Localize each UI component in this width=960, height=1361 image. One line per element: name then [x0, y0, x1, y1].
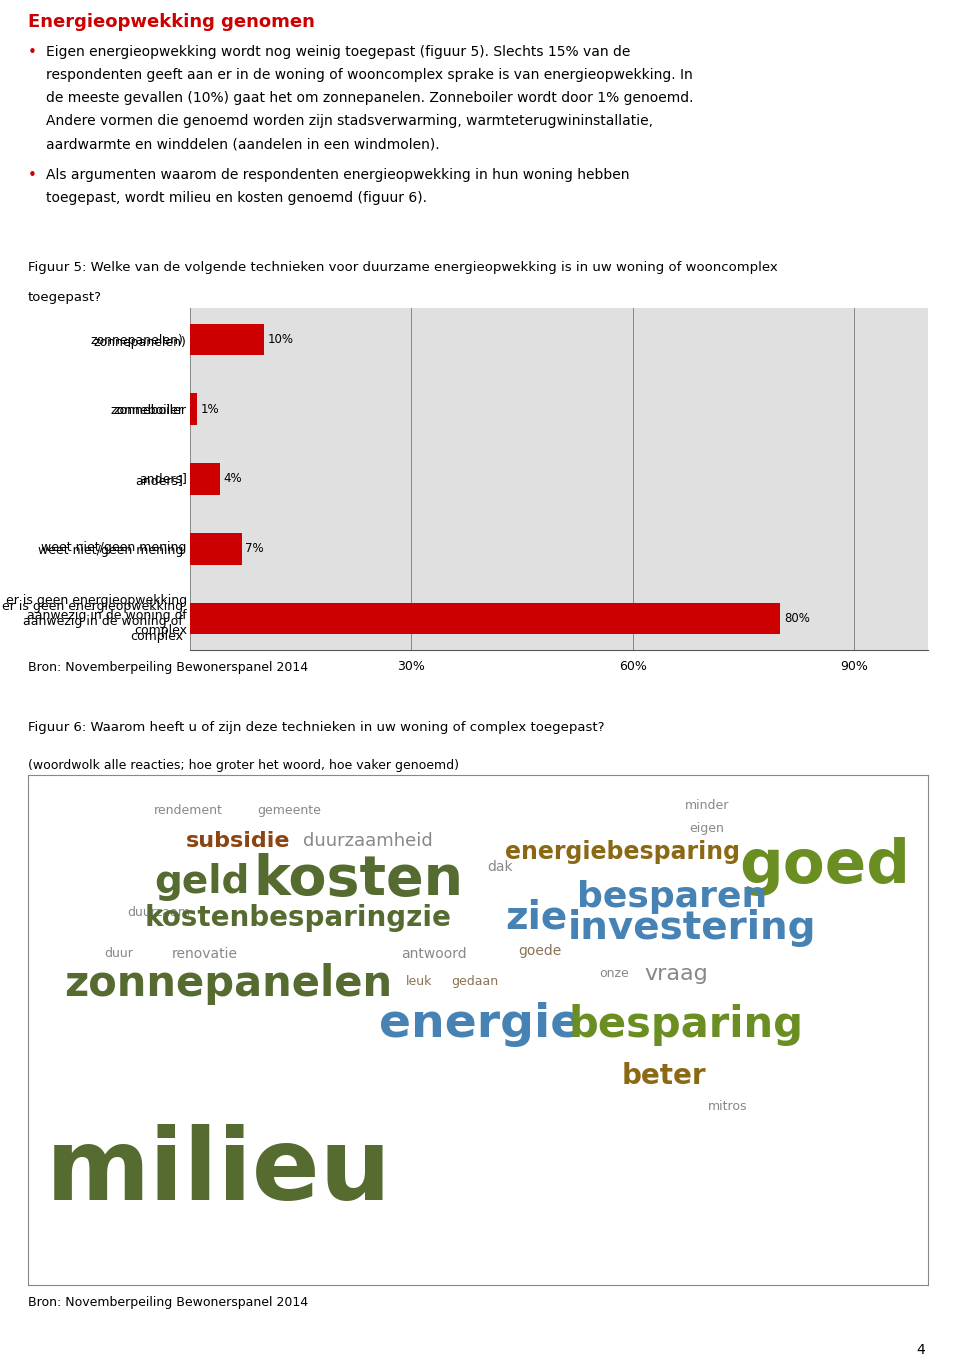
Text: zie: zie [505, 898, 567, 936]
Text: antwoord: antwoord [401, 946, 468, 961]
Bar [190, 534, 242, 565]
Text: dak: dak [487, 860, 513, 874]
Text: onze: onze [599, 968, 629, 980]
Text: duurzaam: duurzaam [127, 906, 190, 919]
Text: Figuur 5: Welke van de volgende technieken voor duurzame energieopwekking is in : Figuur 5: Welke van de volgende techniek… [28, 260, 778, 274]
Text: Eigen energieopwekking wordt nog weinig toegepast (figuur 5). Slechts 15% van de: Eigen energieopwekking wordt nog weinig … [46, 45, 631, 59]
Text: toegepast?: toegepast? [28, 290, 102, 304]
Text: zonneboiler: zonneboiler [114, 404, 187, 416]
Text: er is geen energieopwekking
aanwezig in de woning of
complex: er is geen energieopwekking aanwezig in … [6, 595, 187, 637]
Text: kostenbesparingzie: kostenbesparingzie [145, 904, 452, 932]
Text: duur: duur [105, 947, 133, 960]
Text: 1%: 1% [201, 403, 220, 415]
Text: energiebesparing: energiebesparing [505, 840, 740, 863]
Text: Andere vormen die genoemd worden zijn stadsverwarming, warmteterugwininstallatie: Andere vormen die genoemd worden zijn st… [46, 114, 653, 128]
Text: besparing: besparing [568, 1004, 803, 1045]
Text: gemeente: gemeente [257, 804, 322, 817]
Text: •: • [28, 167, 36, 182]
Text: vraag: vraag [644, 964, 708, 984]
Text: de meeste gevallen (10%) gaat het om zonnepanelen. Zonneboiler wordt door 1% gen: de meeste gevallen (10%) gaat het om zon… [46, 91, 693, 105]
Text: zonnepanelen: zonnepanelen [64, 964, 392, 1006]
Text: leuk: leuk [406, 974, 432, 988]
Text: 4%: 4% [224, 472, 242, 486]
Text: minder: minder [685, 799, 730, 813]
Text: energie: energie [379, 1003, 583, 1048]
Text: renovatie: renovatie [172, 946, 238, 961]
Text: mitros: mitros [708, 1100, 747, 1113]
Text: goede: goede [518, 945, 562, 958]
Text: geld: geld [154, 863, 250, 901]
Text: toegepast, wordt milieu en kosten genoemd (figuur 6).: toegepast, wordt milieu en kosten genoem… [46, 191, 427, 206]
Text: gedaan: gedaan [451, 974, 498, 988]
Text: kosten: kosten [253, 852, 463, 906]
Bar [190, 393, 198, 425]
Text: aardwarmte en winddelen (aandelen in een windmolen).: aardwarmte en winddelen (aandelen in een… [46, 137, 440, 151]
Bar [190, 463, 220, 494]
Text: Bron: Novemberpeiling Bewonerspanel 2014: Bron: Novemberpeiling Bewonerspanel 2014 [28, 661, 308, 674]
Text: besparen: besparen [577, 881, 767, 915]
Bar [190, 603, 780, 634]
Text: Bron: Novemberpeiling Bewonerspanel 2014: Bron: Novemberpeiling Bewonerspanel 2014 [28, 1296, 308, 1309]
Text: duurzaamheid: duurzaamheid [302, 833, 432, 851]
Text: eigen: eigen [689, 822, 725, 836]
Text: respondenten geeft aan er in de woning of wooncomplex sprake is van energieopwek: respondenten geeft aan er in de woning o… [46, 68, 693, 82]
Bar [190, 324, 264, 355]
Text: 7%: 7% [246, 543, 264, 555]
Text: goed: goed [739, 837, 910, 897]
Text: (woordwolk alle reacties; hoe groter het woord, hoe vaker genoemd): (woordwolk alle reacties; hoe groter het… [28, 758, 459, 772]
Text: Energieopwekking genomen: Energieopwekking genomen [28, 14, 315, 31]
Text: zonnepanelen): zonnepanelen) [94, 336, 187, 348]
Text: rendement: rendement [154, 804, 223, 817]
Text: 10%: 10% [268, 333, 294, 346]
Text: •: • [28, 45, 36, 60]
Text: weet niet/geen mening: weet niet/geen mening [41, 540, 187, 554]
Text: 80%: 80% [784, 612, 810, 625]
Text: milieu: milieu [46, 1124, 392, 1221]
Text: Als argumenten waarom de respondenten energieopwekking in hun woning hebben: Als argumenten waarom de respondenten en… [46, 167, 630, 182]
Text: beter: beter [622, 1062, 707, 1090]
Text: subsidie: subsidie [185, 832, 290, 851]
Text: anders]: anders] [139, 472, 187, 486]
Text: 4: 4 [917, 1342, 925, 1357]
Text: Figuur 6: Waarom heeft u of zijn deze technieken in uw woning of complex toegepa: Figuur 6: Waarom heeft u of zijn deze te… [28, 721, 605, 734]
Text: investering: investering [568, 909, 817, 947]
